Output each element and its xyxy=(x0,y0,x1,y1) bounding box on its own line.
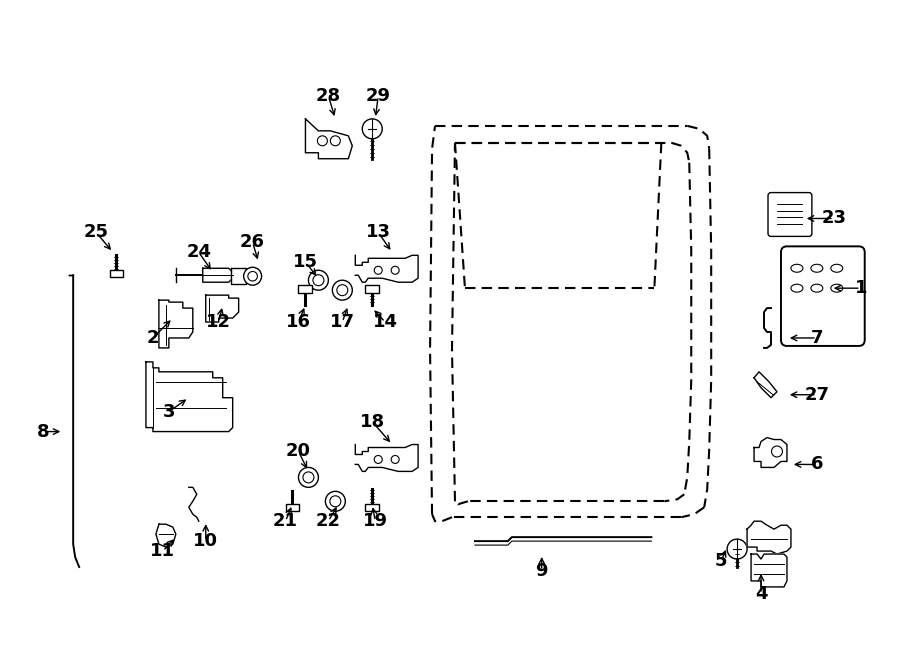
Ellipse shape xyxy=(791,284,803,292)
Circle shape xyxy=(374,455,382,463)
Text: 8: 8 xyxy=(37,422,50,441)
Circle shape xyxy=(337,285,347,295)
Ellipse shape xyxy=(831,284,842,292)
Bar xyxy=(286,504,299,511)
Polygon shape xyxy=(752,554,787,587)
Text: 20: 20 xyxy=(286,442,311,461)
Text: 16: 16 xyxy=(286,313,311,331)
Text: 25: 25 xyxy=(84,223,109,241)
Polygon shape xyxy=(159,300,193,348)
Text: 1: 1 xyxy=(854,279,867,297)
Circle shape xyxy=(392,266,400,274)
Bar xyxy=(365,504,379,511)
Text: 9: 9 xyxy=(536,562,548,580)
Circle shape xyxy=(374,266,382,274)
Text: 24: 24 xyxy=(186,243,211,261)
Text: 23: 23 xyxy=(822,210,846,227)
Text: 11: 11 xyxy=(150,542,176,560)
Circle shape xyxy=(248,272,257,281)
Circle shape xyxy=(244,267,262,285)
FancyBboxPatch shape xyxy=(781,247,865,346)
Circle shape xyxy=(332,280,352,300)
Text: 28: 28 xyxy=(316,87,341,105)
Polygon shape xyxy=(156,524,176,547)
Text: 3: 3 xyxy=(163,403,176,420)
Text: 17: 17 xyxy=(329,313,355,331)
Text: 13: 13 xyxy=(365,223,391,241)
Circle shape xyxy=(330,496,341,507)
Text: 7: 7 xyxy=(811,329,824,347)
Circle shape xyxy=(363,119,382,139)
Bar xyxy=(299,285,312,293)
Polygon shape xyxy=(305,119,352,159)
Text: 19: 19 xyxy=(363,512,388,530)
Text: 14: 14 xyxy=(373,313,398,331)
Text: 12: 12 xyxy=(206,313,231,331)
Polygon shape xyxy=(754,438,787,467)
Polygon shape xyxy=(747,521,791,554)
Circle shape xyxy=(313,275,324,286)
Text: 5: 5 xyxy=(715,552,727,570)
Ellipse shape xyxy=(811,264,823,272)
Text: 6: 6 xyxy=(811,455,824,473)
Text: 2: 2 xyxy=(147,329,159,347)
Circle shape xyxy=(392,455,400,463)
Circle shape xyxy=(309,270,328,290)
Circle shape xyxy=(727,539,747,559)
Text: 10: 10 xyxy=(194,532,219,550)
Polygon shape xyxy=(230,268,246,284)
Circle shape xyxy=(771,446,782,457)
Text: 26: 26 xyxy=(240,233,266,251)
Text: 29: 29 xyxy=(365,87,391,105)
Text: 15: 15 xyxy=(292,253,318,271)
Polygon shape xyxy=(146,362,233,432)
Polygon shape xyxy=(206,295,238,322)
Polygon shape xyxy=(754,372,777,398)
Text: 18: 18 xyxy=(360,412,385,430)
Text: 21: 21 xyxy=(273,512,298,530)
Ellipse shape xyxy=(811,284,823,292)
FancyBboxPatch shape xyxy=(768,192,812,237)
Text: 4: 4 xyxy=(755,585,768,603)
Circle shape xyxy=(299,467,319,487)
Circle shape xyxy=(318,136,328,146)
Circle shape xyxy=(303,472,314,483)
Text: 22: 22 xyxy=(316,512,341,530)
Circle shape xyxy=(330,136,340,146)
Polygon shape xyxy=(356,444,418,471)
Bar xyxy=(365,285,379,293)
Ellipse shape xyxy=(831,264,842,272)
Polygon shape xyxy=(202,268,233,282)
Bar xyxy=(110,270,122,277)
Polygon shape xyxy=(356,255,418,282)
Ellipse shape xyxy=(791,264,803,272)
Circle shape xyxy=(326,491,346,511)
Text: 27: 27 xyxy=(805,386,830,404)
